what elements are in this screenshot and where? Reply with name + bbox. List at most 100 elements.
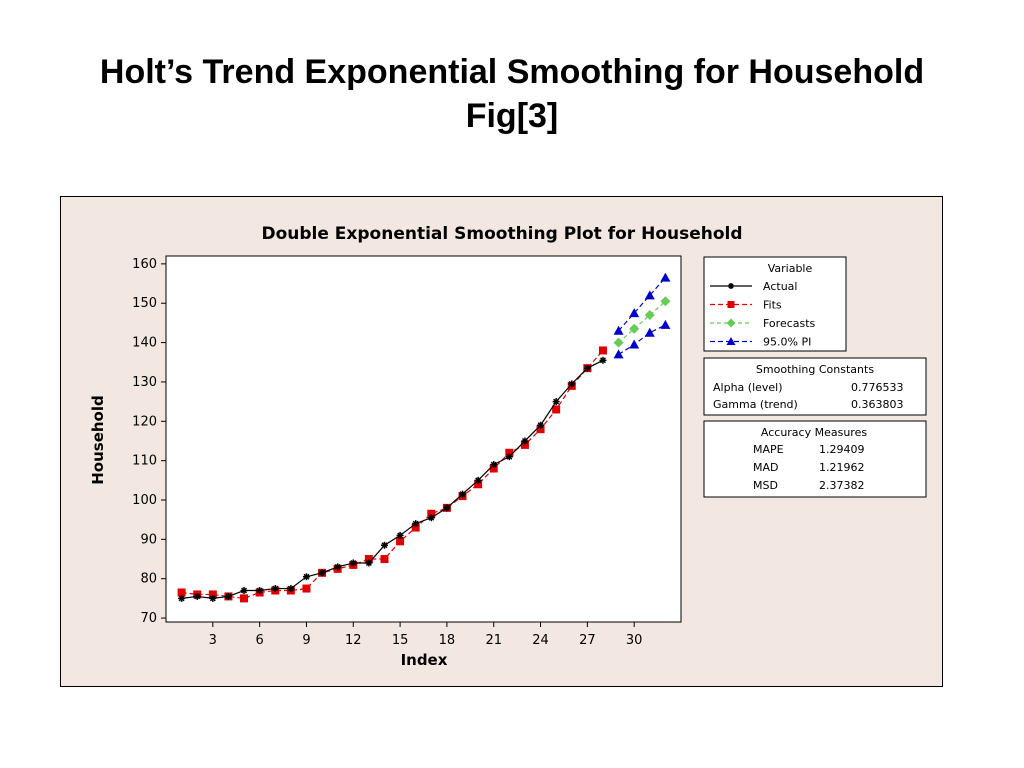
- forecasts-line: [618, 300, 666, 344]
- actual-point: [537, 421, 545, 429]
- actual-point: [599, 356, 607, 364]
- actual-point: [568, 380, 576, 388]
- mape-label: MAPE: [753, 443, 784, 456]
- forecasts-point: [629, 323, 640, 334]
- legend-label-actual: Actual: [763, 280, 797, 293]
- y-axis-label: Household: [89, 395, 107, 485]
- smoothing-constants-title: Smoothing Constants: [756, 363, 874, 376]
- pi-upper-point: [629, 308, 640, 318]
- slide-title: Holt’s Trend Exponential Smoothing for H…: [0, 50, 1024, 138]
- y-tick-label: 70: [140, 611, 157, 626]
- x-tick-label: 9: [302, 633, 310, 648]
- slide-title-line1: Holt’s Trend Exponential Smoothing for H…: [99, 53, 925, 91]
- gamma-value: 0.363803: [851, 398, 904, 411]
- legend-marker-actual: [728, 283, 734, 289]
- fits-point: [411, 523, 420, 532]
- fits-point: [427, 509, 436, 518]
- actual-point: [318, 569, 326, 577]
- mad-value: 1.21962: [819, 461, 865, 474]
- fits-point: [489, 464, 498, 473]
- fits-point: [474, 480, 483, 489]
- alpha-label: Alpha (level): [713, 381, 783, 394]
- x-tick-label: 6: [255, 633, 263, 648]
- actual-point: [583, 364, 591, 372]
- y-tick-label: 140: [132, 336, 157, 351]
- legend-items: Actual Fits Forecasts 95.0% PI: [710, 280, 816, 349]
- y-tick-label: 130: [132, 375, 157, 390]
- y-tick-label: 100: [132, 493, 157, 508]
- fits-point: [208, 590, 217, 599]
- x-tick-label: 3: [209, 633, 217, 648]
- plot-area: [165, 255, 682, 623]
- actual-point: [271, 585, 279, 593]
- smoothing-constants-box: Smoothing Constants Alpha (level) 0.7765…: [703, 357, 927, 416]
- pi-upper-point: [613, 325, 624, 335]
- actual-point: [412, 520, 420, 528]
- actual-point: [256, 587, 264, 595]
- x-tick-label: 21: [485, 633, 502, 648]
- fits-point: [536, 425, 545, 434]
- pi-lower-point: [644, 327, 655, 337]
- x-tick-label: 24: [532, 633, 549, 648]
- fits-point: [505, 448, 514, 457]
- actual-point: [334, 563, 342, 571]
- actual-point: [287, 585, 295, 593]
- actual-point: [443, 504, 451, 512]
- gamma-label: Gamma (trend): [713, 398, 798, 411]
- msd-value: 2.37382: [819, 479, 865, 492]
- y-tick-label: 90: [140, 532, 157, 547]
- y-tick-label: 120: [132, 414, 157, 429]
- alpha-value: 0.776533: [851, 381, 904, 394]
- legend-marker-fits: [727, 301, 735, 308]
- pi-lower-line: [618, 324, 666, 355]
- y-tick-label: 160: [132, 257, 157, 272]
- x-tick-label: 12: [345, 633, 362, 648]
- actual-point: [552, 398, 560, 406]
- actual-point: [178, 594, 186, 602]
- pi-upper-line: [618, 277, 666, 332]
- x-axis-label: Index: [401, 651, 448, 669]
- slide-title-line2: Fig[3]: [465, 97, 559, 135]
- forecasts-point: [613, 337, 624, 348]
- series-layer: [177, 272, 671, 603]
- accuracy-measures-frame: [703, 420, 927, 498]
- actual-point: [302, 573, 310, 581]
- msd-label: MSD: [753, 479, 778, 492]
- actual-point: [380, 541, 388, 549]
- mape-value: 1.29409: [819, 443, 865, 456]
- actual-point: [349, 559, 357, 567]
- pi-lower-point: [660, 319, 671, 329]
- fits-line: [181, 350, 604, 600]
- fits-point: [302, 584, 311, 593]
- actual-point: [427, 514, 435, 522]
- legend-title: Variable: [768, 262, 813, 275]
- fits-point: [598, 346, 607, 355]
- legend-marker-pi: [726, 337, 736, 345]
- y-tick-label: 150: [132, 296, 157, 311]
- actual-point: [240, 587, 248, 595]
- pi-upper-point: [660, 272, 671, 282]
- pi-lower-point: [629, 339, 640, 349]
- accuracy-measures-box: Accuracy Measures MAPE 1.29409 MAD 1.219…: [703, 420, 927, 498]
- forecasts-point: [660, 296, 671, 307]
- actual-line: [181, 359, 604, 599]
- chart-title: Double Exponential Smoothing Plot for Ho…: [261, 224, 742, 244]
- mad-label: MAD: [753, 461, 779, 474]
- y-axis: 70 80 90 100 110 120 130 140 150 160: [132, 257, 166, 626]
- forecasts-point: [644, 310, 655, 321]
- y-tick-label: 110: [132, 454, 157, 469]
- fits-point: [380, 555, 389, 564]
- legend: Variable Actual Fits Forecasts 95.0% PI: [703, 256, 847, 352]
- legend-marker-forecasts: [726, 318, 736, 328]
- legend-label-forecasts: Forecasts: [763, 317, 816, 330]
- fits-point: [177, 588, 186, 597]
- pi-upper-point: [644, 290, 655, 300]
- actual-point: [490, 461, 498, 469]
- x-tick-label: 15: [392, 633, 409, 648]
- x-tick-label: 27: [579, 633, 596, 648]
- fits-point: [240, 594, 249, 603]
- actual-point: [474, 476, 482, 484]
- actual-point: [459, 490, 467, 498]
- x-tick-label: 18: [439, 633, 456, 648]
